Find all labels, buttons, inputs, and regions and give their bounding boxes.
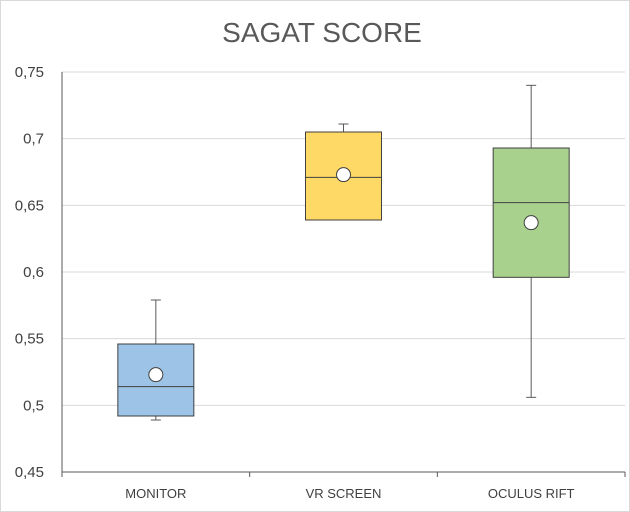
x-category-label: OCULUS RIFT [488, 486, 575, 501]
mean-marker [523, 215, 539, 231]
y-axis-ticks: 0,45 0,5 0,55 0,6 0,65 0,7 0,75 [15, 64, 63, 481]
y-tick-label: 0,6 [23, 264, 44, 281]
iqr-box [492, 147, 570, 278]
y-tick-label: 0,65 [15, 197, 44, 214]
y-tick-label: 0,7 [23, 131, 44, 148]
x-category-label: VR SCREEN [306, 486, 382, 501]
boxes [117, 84, 570, 421]
chart-title: SAGAT SCORE [222, 17, 422, 48]
box-vr-screen [305, 123, 382, 221]
y-tick-label: 0,45 [15, 464, 44, 481]
y-tick-label: 0,5 [23, 397, 44, 414]
x-axis-labels: MONITOR VR SCREEN OCULUS RIFT [61, 472, 626, 501]
mean-marker [336, 167, 351, 183]
y-tick-label: 0,75 [15, 64, 44, 81]
mean-marker [148, 367, 164, 383]
iqr-box [305, 131, 382, 221]
box-monitor [117, 299, 195, 421]
x-category-label: MONITOR [125, 486, 186, 501]
box-oculus-rift [492, 84, 570, 398]
y-tick-label: 0,55 [15, 331, 44, 348]
